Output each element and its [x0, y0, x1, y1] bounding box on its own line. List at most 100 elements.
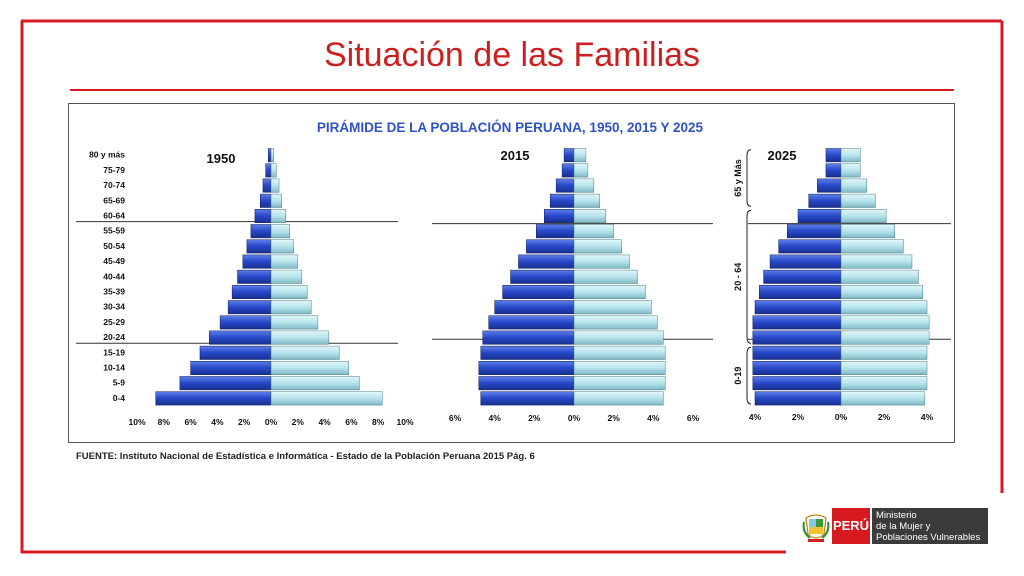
female-bar [270, 209, 286, 223]
male-bar [808, 193, 842, 208]
female-bar [573, 254, 630, 269]
male-bar [817, 178, 842, 193]
male-bar [482, 330, 575, 345]
male-bar [797, 209, 842, 223]
age-group-label: 60-64 [103, 210, 125, 220]
female-bar [573, 285, 646, 299]
x-tick-label: 0% [835, 412, 848, 422]
female-bar [270, 300, 312, 315]
male-bar [754, 391, 842, 406]
male-bar [825, 163, 842, 178]
male-bar [242, 254, 272, 269]
female-bar [270, 163, 277, 178]
male-bar [752, 330, 842, 345]
logo-ministry-line: Ministerio [876, 510, 917, 521]
bracket-label: 65 y Más [733, 159, 743, 197]
female-bar [573, 269, 638, 284]
female-bar [270, 239, 295, 254]
male-bar [199, 345, 272, 360]
age-group-label: 65-69 [103, 195, 125, 205]
female-bar [840, 269, 919, 284]
male-bar [265, 163, 272, 178]
male-bar [510, 269, 575, 284]
male-bar [536, 224, 575, 239]
bracket-label: 0-19 [733, 367, 743, 385]
male-bar [752, 361, 842, 375]
male-bar [237, 269, 272, 284]
x-tick-label: 4% [318, 417, 331, 427]
age-group-label: 40-44 [103, 271, 125, 281]
female-bar [840, 315, 930, 330]
male-bar [563, 148, 575, 163]
female-bar [840, 254, 913, 269]
pyramids-layer: 0-4 5-9 10-14 15-19 20-24 25-29 30-34 35-39 40-4… [76, 148, 951, 427]
female-bar [573, 361, 666, 375]
chart-title: PIRÁMIDE DE LA POBLACIÓN PERUANA, 1950, … [317, 120, 704, 135]
female-bar [840, 376, 928, 391]
male-bar [752, 315, 842, 330]
female-bar [270, 193, 282, 208]
slide-title: Situación de las Familias [323, 36, 701, 74]
female-bar [840, 300, 928, 315]
female-bar [573, 209, 606, 223]
female-bar [573, 148, 587, 163]
male-bar [502, 285, 575, 299]
logo-ministry-line: de la Mujer y [876, 521, 931, 532]
peru-coat-of-arms-icon [802, 514, 830, 542]
male-bar [268, 148, 272, 163]
age-group-label: 15-19 [103, 347, 125, 357]
male-bar [825, 148, 842, 163]
female-bar [840, 285, 923, 299]
age-group-label: 0-4 [113, 393, 126, 403]
x-tick-label: 8% [372, 417, 385, 427]
male-bar [752, 345, 842, 360]
male-bar [526, 239, 575, 254]
female-bar [840, 330, 930, 345]
female-bar [270, 376, 360, 391]
female-bar [573, 163, 589, 178]
female-bar [270, 345, 340, 360]
age-group-label: 45-49 [103, 256, 125, 266]
female-bar [270, 361, 349, 375]
female-bar [840, 209, 887, 223]
female-bar [270, 254, 299, 269]
age-bracket [746, 209, 752, 344]
x-tick-label: 2% [792, 412, 805, 422]
male-bar [480, 391, 575, 406]
source-text: FUENTE: Instituto Nacional de Estadístic… [76, 451, 535, 462]
x-tick-label: 4% [749, 412, 762, 422]
male-bar [752, 376, 842, 391]
female-bar [270, 224, 291, 239]
male-bar [561, 163, 575, 178]
male-bar [518, 254, 575, 269]
female-bar [840, 148, 861, 163]
female-bar [840, 163, 861, 178]
female-bar [573, 224, 614, 239]
female-bar [840, 345, 928, 360]
x-tick-label: 6% [687, 413, 700, 423]
male-bar [155, 391, 272, 406]
x-tick-label: 0% [568, 413, 581, 423]
age-group-label: 70-74 [103, 180, 125, 190]
pyramid-year-label: 2025 [768, 148, 797, 163]
x-tick-label: 2% [608, 413, 621, 423]
pyramid-year-label: 2015 [501, 148, 530, 163]
age-group-label: 20-24 [103, 332, 125, 342]
male-bar [262, 178, 272, 193]
x-tick-label: 6% [345, 417, 358, 427]
age-group-label: 5-9 [113, 378, 126, 388]
male-bar [549, 193, 575, 208]
age-group-label: 30-34 [103, 302, 125, 312]
male-bar [494, 300, 575, 315]
male-bar [759, 285, 842, 299]
male-bar [555, 178, 575, 193]
male-bar [209, 330, 272, 345]
male-bar [179, 376, 272, 391]
ministry-logo: PERÚ Ministerio de la Mujer y Poblacione… [800, 506, 990, 546]
x-tick-label: 4% [647, 413, 660, 423]
logo-ministry-line: Poblaciones Vulnerables [876, 532, 981, 543]
male-bar [787, 224, 842, 239]
male-bar [227, 300, 272, 315]
male-bar [260, 193, 272, 208]
x-tick-label: 2% [878, 412, 891, 422]
